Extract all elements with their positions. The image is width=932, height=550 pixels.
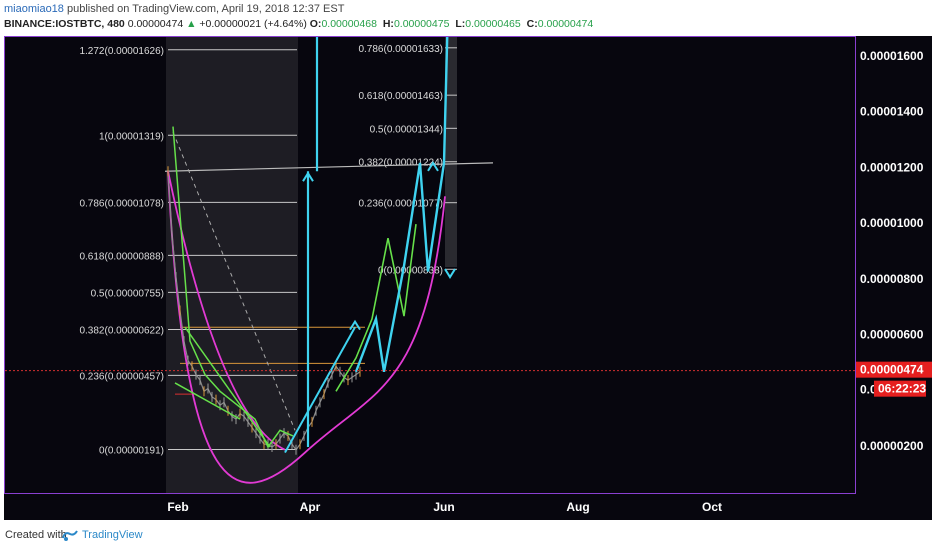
arrowhead-icon bbox=[444, 268, 456, 279]
footer: Created with TradingView bbox=[0, 520, 932, 550]
price-change: +0.00000021 (+4.64%) bbox=[199, 18, 307, 30]
time-tick-label: Apr bbox=[300, 500, 321, 514]
price-tick-label: 0.00000800 bbox=[860, 272, 924, 286]
chart-area[interactable]: 1.272(0.00001626) 1(0.00001319) 0.786(0.00… bbox=[4, 36, 856, 494]
fib-right-label: 0.382(0.00001224) bbox=[358, 158, 443, 169]
time-tick-label: Aug bbox=[566, 500, 589, 514]
time-tick-label: Oct bbox=[702, 500, 722, 514]
price-tick-label: 0.00000200 bbox=[860, 439, 924, 453]
price-axis-svg: 0.00001600 0.00001400 0.00001200 0.00001000… bbox=[856, 49, 932, 453]
fib-left-label: 0.618(0.00000888) bbox=[79, 251, 164, 262]
fib-left-label: 1(0.00001319) bbox=[99, 131, 164, 142]
arrowhead-icon bbox=[302, 171, 314, 182]
tradingview-logo-icon[interactable] bbox=[62, 528, 78, 542]
publish-line: miaomiao18 published on TradingView.com,… bbox=[4, 3, 344, 15]
fib-right-label: 0.5(0.00001344) bbox=[370, 124, 443, 135]
neckline bbox=[164, 162, 494, 172]
shaded-region bbox=[166, 37, 298, 493]
green-trendline bbox=[184, 326, 271, 448]
high-label: H: bbox=[382, 18, 394, 30]
time-axis-svg: Feb Apr Jun Aug Oct bbox=[167, 500, 722, 514]
fib-left-label: 0.382(0.00000622) bbox=[79, 325, 164, 336]
price-axis[interactable]: 0.00001600 0.00001400 0.00001200 0.00001000… bbox=[856, 36, 932, 494]
price-tick-label: 0.00001400 bbox=[860, 105, 924, 119]
chart-plot[interactable]: 1.272(0.00001626) 1(0.00001319) 0.786(0.00… bbox=[5, 37, 856, 494]
magenta-curve bbox=[167, 171, 446, 484]
open-label: O: bbox=[309, 18, 322, 30]
fib-left-label: 0.236(0.00000457) bbox=[79, 371, 164, 382]
current-price-label: 0.00000474 bbox=[860, 363, 924, 377]
tradingview-brand[interactable]: TradingView bbox=[82, 529, 143, 541]
price-tick-label: 0.00001200 bbox=[860, 160, 924, 174]
header: miaomiao18 published on TradingView.com,… bbox=[0, 0, 932, 36]
price-tick-label: 0.00000600 bbox=[860, 328, 924, 342]
price-tick-label: 0.0 bbox=[860, 383, 877, 397]
fib-left-label: 0(0.00000191) bbox=[99, 446, 164, 457]
arrowhead-icon bbox=[349, 319, 361, 331]
current-price-bg bbox=[856, 361, 932, 378]
cyan-projection bbox=[354, 37, 449, 373]
shaded-region bbox=[445, 37, 457, 267]
current-price-tag: 0.00000474 bbox=[856, 361, 932, 378]
open-value: 0.00000468 bbox=[321, 18, 377, 30]
price-tick-label: 0.00001000 bbox=[860, 216, 924, 230]
low-label: L: bbox=[455, 18, 466, 30]
green-projection bbox=[172, 126, 294, 449]
author-link[interactable]: miaomiao18 bbox=[4, 3, 64, 15]
countdown-label: 06:22:23 bbox=[878, 382, 926, 396]
published-text: published on TradingView.com, April 19, … bbox=[66, 3, 345, 15]
fib-right-label: 0.786(0.00001633) bbox=[358, 44, 443, 55]
low-value: 0.00000465 bbox=[465, 18, 521, 30]
fib-right-label: 0.618(0.00001463) bbox=[358, 91, 443, 102]
symbol-line: BINANCE:IOSTBTC, 480 0.00000474 ▲ +0.000… bbox=[4, 18, 596, 30]
fib-left-label: 0.5(0.00000755) bbox=[91, 288, 164, 299]
close-label: C: bbox=[526, 18, 538, 30]
fib-left-label: 0.786(0.00001078) bbox=[79, 198, 164, 209]
dashed-trend bbox=[172, 132, 296, 431]
symbol-name[interactable]: BINANCE:IOSTBTC, 480 bbox=[4, 18, 125, 30]
last-price: 0.00000474 bbox=[127, 18, 184, 30]
fib-left-label: 1.272(0.00001626) bbox=[79, 46, 164, 57]
fib-right-label: 0.236(0.00001077) bbox=[358, 199, 443, 210]
cyan-line bbox=[284, 326, 356, 454]
close-value: 0.00000474 bbox=[537, 18, 594, 30]
time-tick-label: Jun bbox=[433, 500, 454, 514]
arrowhead-icon bbox=[427, 160, 439, 172]
countdown-bg bbox=[874, 380, 926, 397]
created-with-text: Created with bbox=[5, 529, 67, 541]
time-axis[interactable]: Feb Apr Jun Aug Oct bbox=[4, 494, 932, 520]
green-projection bbox=[335, 223, 417, 392]
price-tick-label: 0.00001600 bbox=[860, 49, 924, 63]
high-value: 0.00000475 bbox=[393, 18, 450, 30]
change-arrow-icon: ▲ bbox=[186, 18, 197, 30]
time-tick-label: Feb bbox=[167, 500, 188, 514]
green-trendline bbox=[174, 382, 241, 420]
